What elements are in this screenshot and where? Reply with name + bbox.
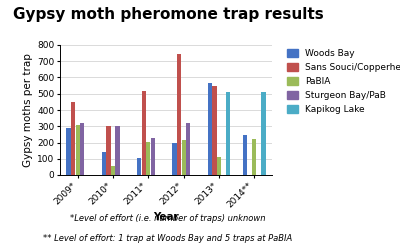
Bar	[71, 102, 75, 175]
Bar	[146, 142, 150, 175]
Bar	[186, 123, 190, 175]
Bar	[212, 86, 216, 175]
X-axis label: Year: Year	[153, 212, 179, 222]
Bar	[226, 92, 230, 175]
Text: ** Level of effort: 1 trap at Woods Bay and 5 traps at PaBIA: ** Level of effort: 1 trap at Woods Bay …	[43, 234, 293, 243]
Bar	[106, 126, 110, 175]
Bar	[243, 135, 247, 175]
Bar	[80, 123, 84, 175]
Bar	[102, 152, 106, 175]
Bar	[137, 158, 141, 175]
Bar	[172, 142, 177, 175]
Bar	[217, 157, 221, 175]
Bar	[252, 139, 256, 175]
Bar	[66, 128, 71, 175]
Text: *Level of effort (i.e. number of traps) unknown: *Level of effort (i.e. number of traps) …	[70, 214, 266, 223]
Bar	[151, 138, 155, 175]
Legend: Woods Bay, Sans Souci/Copperhead, PaBIA, Sturgeon Bay/PaB, Kapikog Lake: Woods Bay, Sans Souci/Copperhead, PaBIA,…	[285, 47, 400, 116]
Bar	[261, 92, 266, 175]
Bar	[76, 126, 80, 175]
Bar	[208, 83, 212, 175]
Bar	[142, 91, 146, 175]
Bar	[116, 126, 120, 175]
Text: Gypsy moth pheromone trap results: Gypsy moth pheromone trap results	[13, 8, 323, 22]
Bar	[177, 54, 181, 175]
Bar	[111, 166, 115, 175]
Y-axis label: Gypsy moths per trap: Gypsy moths per trap	[23, 53, 33, 167]
Bar	[182, 140, 186, 175]
